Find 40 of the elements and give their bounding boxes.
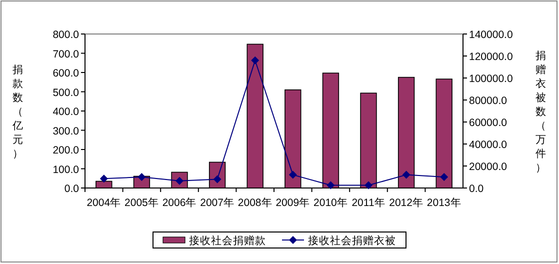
x-tick-label: 2011年 <box>352 197 386 209</box>
x-tick-label: 2004年 <box>86 197 122 209</box>
legend-label: 接收社会捐赠款 <box>189 234 266 247</box>
x-tick-label: 2010年 <box>314 197 348 209</box>
legend-label: 接收社会捐赠衣被 <box>308 234 396 247</box>
y-tick-label: 300.0 <box>52 125 80 138</box>
y2-tick-label: 120000.0 <box>469 51 513 63</box>
x-tick-label: 2009年 <box>276 197 310 209</box>
point <box>138 173 146 181</box>
y2-tick-label: 60000.0 <box>469 117 508 129</box>
point <box>100 174 108 183</box>
y2-tick-label: 0.0 <box>469 183 484 195</box>
x-tick-label: 2007年 <box>200 197 234 209</box>
x-tick-label: 2012年 <box>389 197 424 209</box>
x-tick-label: 2008年 <box>238 197 272 209</box>
x-tick-label: 2013年 <box>426 197 462 209</box>
y-tick-label: 500.0 <box>52 86 80 99</box>
y2-tick-label: 40000.0 <box>469 139 508 151</box>
text: 捐赠衣被数（万件） <box>536 50 546 174</box>
y-axis-title: 捐款数（亿元） <box>12 64 24 160</box>
y-tick-label: 200.0 <box>52 144 80 156</box>
y-tick-label: 600.0 <box>52 68 80 80</box>
point <box>251 56 260 64</box>
y2-tick-label: 80000.0 <box>469 95 508 107</box>
y2-tick-label: 140000.0 <box>469 29 513 41</box>
point <box>364 181 372 190</box>
point <box>440 173 448 181</box>
y2-tick-label: 100000.0 <box>469 73 513 85</box>
y-tick-label: 400.0 <box>52 106 80 118</box>
y-tick-label: 800.0 <box>52 29 80 41</box>
point <box>402 170 410 179</box>
x-tick-label: 2005年 <box>124 197 159 209</box>
x-tick-label: 2006年 <box>162 197 197 209</box>
y-tick-label: 0.0 <box>64 183 80 195</box>
y-tick-label: 700.0 <box>52 48 80 60</box>
point <box>213 175 222 184</box>
point <box>326 181 335 190</box>
point <box>288 170 297 179</box>
y2-tick-label: 20000.0 <box>469 161 508 173</box>
y-tick-label: 100.0 <box>52 164 80 176</box>
